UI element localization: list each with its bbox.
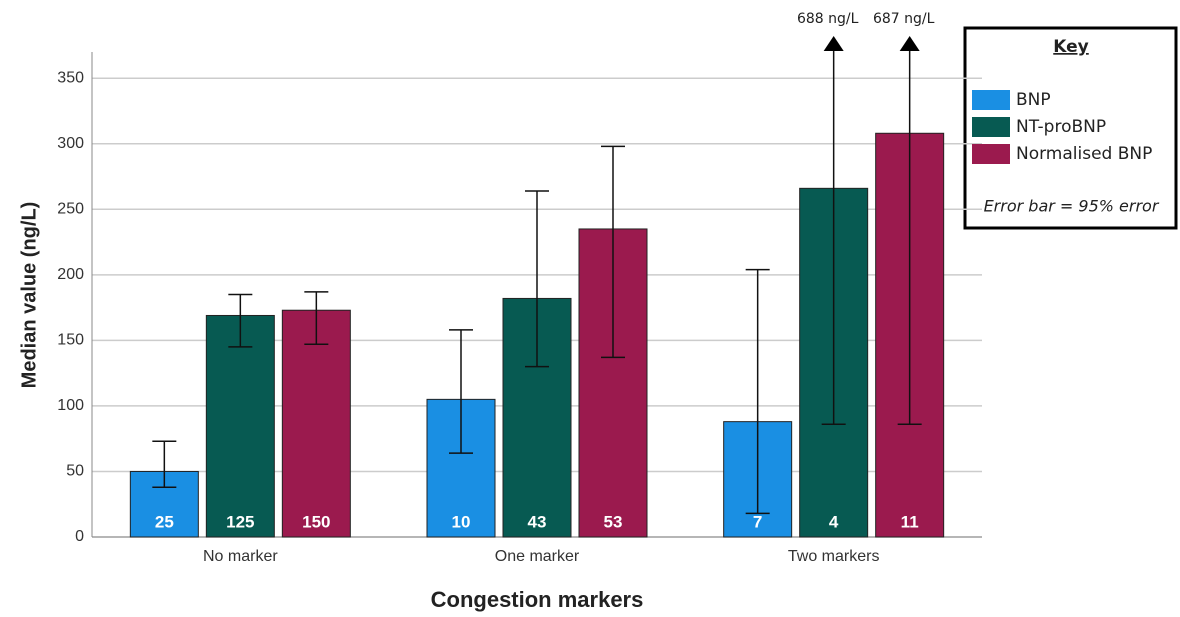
sample-size: 10: [452, 512, 471, 531]
legend-swatch: [972, 117, 1010, 137]
y-tick-label: 350: [57, 69, 84, 86]
sample-size: 125: [226, 512, 254, 531]
y-tick-label: 100: [57, 397, 84, 414]
x-tick-label: Two markers: [788, 548, 880, 565]
bar: [205, 314, 275, 538]
legend-note: Error bar = 95% error: [984, 197, 1160, 216]
legend-swatch: [972, 144, 1010, 164]
y-tick-label: 50: [66, 463, 84, 480]
y-tick-label: 300: [57, 135, 84, 152]
legend-title: Key: [1053, 37, 1089, 57]
x-tick-label: One marker: [495, 548, 580, 565]
sample-size: 53: [604, 512, 623, 531]
y-tick-label: 200: [57, 266, 84, 283]
error-label: 688 ng/L: [797, 11, 859, 27]
legend-swatch: [972, 90, 1010, 110]
error-label: 687 ng/L: [873, 11, 935, 27]
sample-size: 150: [302, 512, 330, 531]
legend-label: Normalised BNP: [1016, 144, 1152, 164]
sample-size: 11: [901, 512, 919, 531]
x-axis-title: Congestion markers: [431, 587, 644, 612]
bar: [281, 309, 351, 538]
y-axis-title: Median value (ng/L): [18, 202, 40, 389]
error-arrow: [899, 36, 920, 51]
y-tick-label: 0: [75, 528, 84, 545]
sample-size: 7: [753, 512, 762, 531]
y-tick-label: 250: [57, 201, 84, 218]
legend-label: BNP: [1016, 90, 1051, 110]
sample-size: 43: [528, 512, 547, 531]
sample-size: 25: [155, 512, 174, 531]
error-arrow: [823, 36, 844, 51]
legend-label: NT-proBNP: [1016, 117, 1106, 137]
sample-size: 4: [829, 512, 839, 531]
x-tick-label: No marker: [203, 548, 278, 565]
y-tick-label: 150: [57, 332, 84, 349]
